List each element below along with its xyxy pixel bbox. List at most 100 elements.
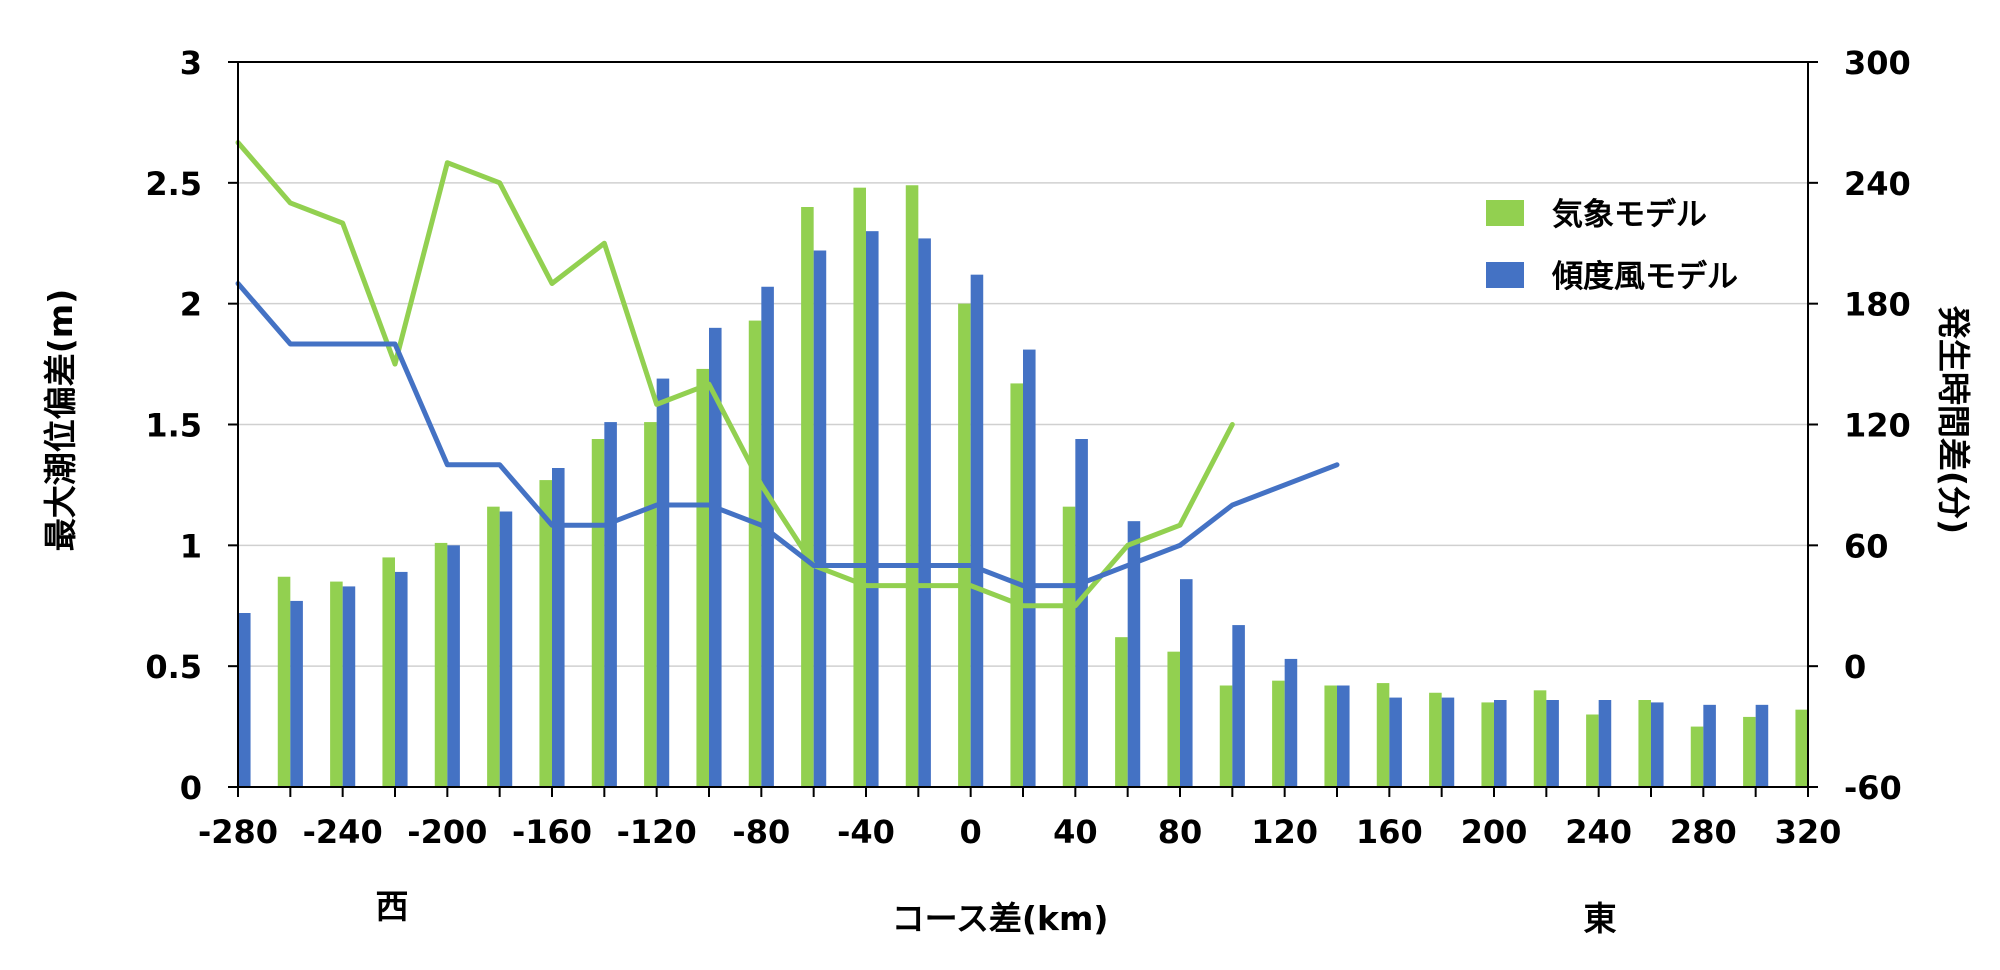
y-tick-label: 2.5: [145, 165, 202, 203]
bar-weather-model: [905, 185, 919, 787]
bar-weather-model: [487, 506, 500, 787]
bar-gradient-wind-model: [1441, 697, 1455, 787]
bar-gradient-wind-model: [499, 511, 513, 787]
bar-weather-model: [277, 576, 291, 787]
x-axis-title: コース差(km): [892, 899, 1109, 938]
bar-gradient-wind-model: [1598, 700, 1612, 787]
bar-gradient-wind-model: [656, 378, 670, 787]
y-tick-label: 3: [180, 44, 202, 82]
bar-weather-model: [1115, 637, 1128, 787]
bar-gradient-wind-model: [1232, 625, 1245, 787]
bar-gradient-wind-model: [1651, 702, 1664, 787]
bar-weather-model: [1272, 680, 1285, 787]
bar-gradient-wind-model: [395, 571, 408, 787]
legend-swatch-weather-model: [1486, 200, 1524, 226]
bar-weather-model: [1062, 506, 1076, 787]
bar-gradient-wind-model: [342, 586, 356, 787]
x-tick-label: 160: [1356, 813, 1423, 851]
bar-gradient-wind-model: [1703, 704, 1716, 787]
bar-weather-model: [1429, 692, 1442, 787]
legend: 気象モデル 傾度風モデル: [1486, 197, 1738, 295]
line-weather-model-time-diff: [235, 140, 1235, 609]
y2-tick-label: 180: [1844, 286, 1911, 324]
bar-gradient-wind-model: [1546, 700, 1559, 787]
bar-gradient-wind-model: [1075, 439, 1088, 787]
y-tick-label: 1.5: [145, 407, 202, 445]
bar-gradient-wind-model: [866, 231, 879, 787]
x-tick-label: -280: [198, 813, 278, 851]
bar-weather-model: [382, 557, 395, 787]
bar-weather-model: [853, 187, 866, 787]
bar-gradient-wind-model: [290, 600, 303, 787]
bar-weather-model: [1533, 690, 1547, 787]
bar-weather-model: [1743, 716, 1756, 787]
bar-gradient-wind-model: [1180, 579, 1193, 787]
x-tick-label: 40: [1053, 813, 1098, 851]
legend-swatch-gradient-wind-model: [1486, 262, 1524, 288]
x-tick-label: -200: [407, 813, 487, 851]
bar-weather-model: [434, 542, 448, 787]
x-tick-label: 80: [1158, 813, 1203, 851]
bar-gradient-wind-model: [447, 545, 460, 787]
bar-gradient-wind-model: [238, 613, 251, 787]
bar-weather-model: [1795, 709, 1808, 787]
axes: [228, 61, 1818, 797]
bar-weather-model: [1376, 683, 1390, 787]
bar-weather-model: [1167, 651, 1180, 787]
y-tick-label: 0: [180, 769, 202, 807]
bar-weather-model: [1586, 714, 1599, 787]
bar-gradient-wind-model: [918, 238, 931, 787]
bar-gradient-wind-model: [1337, 685, 1350, 787]
bar-weather-model: [330, 581, 343, 787]
east-label: 東: [1584, 899, 1617, 938]
x-tick-label: 200: [1461, 813, 1528, 851]
x-tick-label: 280: [1670, 813, 1737, 851]
west-label: 西: [376, 887, 409, 926]
bar-weather-model: [644, 422, 657, 787]
x-tick-label: -80: [732, 813, 790, 851]
bar-weather-model: [958, 303, 971, 787]
bar-weather-model: [1638, 700, 1651, 787]
y2-axis-title: 発生時間差(分): [1934, 306, 1973, 534]
bar-gradient-wind-model: [761, 286, 774, 787]
bar-gradient-wind-model: [604, 422, 617, 787]
bar-weather-model: [748, 320, 762, 787]
x-tick-label: -240: [303, 813, 383, 851]
y2-tick-label: -60: [1844, 769, 1902, 807]
bar-gradient-wind-model: [1127, 521, 1141, 787]
line-gradient-wind-model-time-diff: [235, 281, 1340, 589]
bar-weather-model: [1324, 685, 1337, 787]
bar-weather-model: [801, 207, 814, 787]
x-tick-label: -40: [837, 813, 895, 851]
bar-weather-model: [1481, 702, 1494, 787]
y-axis-title: 最大潮位偏差(m): [41, 289, 80, 552]
bar-gradient-wind-model: [1023, 349, 1036, 787]
x-tick-label: 320: [1775, 813, 1842, 851]
x-tick-label: 0: [960, 813, 982, 851]
bar-weather-model: [1690, 726, 1704, 787]
bar-weather-model: [539, 480, 552, 787]
x-tick-label: -160: [512, 813, 592, 851]
x-tick-label: -120: [617, 813, 697, 851]
y2-tick-label: 0: [1844, 648, 1866, 686]
bar-gradient-wind-model: [552, 468, 565, 787]
bar-weather-model: [591, 439, 605, 787]
x-tick-label: 240: [1565, 813, 1632, 851]
y-tick-label: 2: [180, 286, 202, 324]
legend-label-weather-model: 気象モデル: [1552, 197, 1707, 233]
bar-gradient-wind-model: [970, 274, 984, 788]
y-tick-label: 0.5: [145, 648, 202, 686]
bar-gradient-wind-model: [1284, 658, 1298, 787]
y2-tick-label: 120: [1844, 407, 1911, 445]
legend-label-gradient-wind-model: 傾度風モデル: [1551, 259, 1738, 295]
y2-tick-label: 240: [1844, 165, 1911, 203]
bar-weather-model: [1219, 685, 1233, 787]
bar-gradient-wind-model: [1389, 697, 1402, 787]
y2-tick-label: 300: [1844, 44, 1911, 82]
y-tick-label: 1: [180, 527, 202, 565]
line-series: [235, 140, 1340, 609]
bar-gradient-wind-model: [1494, 700, 1507, 787]
bar-gradient-wind-model: [813, 250, 827, 787]
bar-gradient-wind-model: [1755, 704, 1769, 787]
